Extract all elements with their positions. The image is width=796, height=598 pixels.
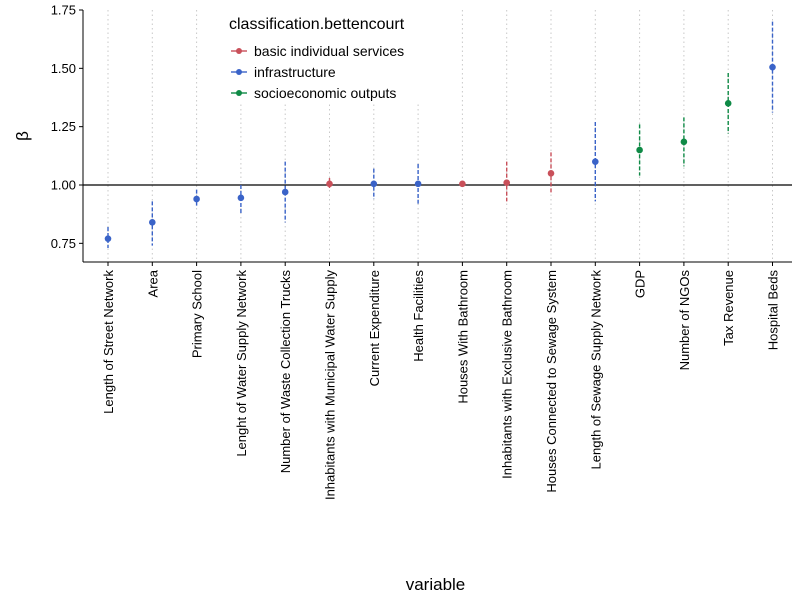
y-tick-label: 1.75 xyxy=(51,3,76,18)
x-tick-label: Hospital Beds xyxy=(766,270,781,351)
data-point xyxy=(503,179,511,186)
x-tick-label: Current Expenditure xyxy=(367,270,382,386)
data-point xyxy=(237,194,245,202)
data-points xyxy=(104,63,776,242)
data-point xyxy=(547,170,555,177)
data-point xyxy=(769,63,776,71)
legend-title: classification.bettencourt xyxy=(229,16,405,33)
y-tick-label: 1.50 xyxy=(51,61,76,76)
data-point xyxy=(281,188,289,196)
data-point xyxy=(104,235,112,242)
x-tick-label: Length of Sewage Supply Network xyxy=(588,270,603,470)
legend-key-point xyxy=(236,48,242,54)
x-tick-label: Inhabitants with Municipal Water Supply xyxy=(323,270,338,501)
y-tick-label: 0.75 xyxy=(51,236,76,251)
x-tick-label: Lenght of Water Supply Network xyxy=(234,270,249,457)
data-point xyxy=(724,100,732,107)
legend-label: basic individual services xyxy=(254,43,404,59)
x-axis-ticks: Length of Street Network Area Primary Scho… xyxy=(101,262,781,500)
x-tick-label: Houses With Bathroom xyxy=(455,270,470,404)
legend-key-point xyxy=(236,90,242,96)
data-point xyxy=(149,219,156,226)
y-tick-label: 1.00 xyxy=(51,178,76,193)
data-point xyxy=(193,195,200,203)
legend-background xyxy=(222,10,452,104)
x-tick-label: Length of Street Network xyxy=(101,270,116,414)
x-tick-label: Number of NGOs xyxy=(677,270,692,371)
data-point xyxy=(592,158,599,165)
data-point xyxy=(414,180,422,188)
x-tick-label: Number of Waste Collection Trucks xyxy=(278,270,293,474)
x-tick-label: GDP xyxy=(633,270,648,298)
x-tick-label: Area xyxy=(145,269,160,297)
legend-items: basic individual services infrastructure s… xyxy=(231,43,404,101)
x-tick-label: Health Facilities xyxy=(411,270,426,362)
y-tick-label: 1.25 xyxy=(51,119,76,134)
data-point xyxy=(636,146,643,154)
legend-key-point xyxy=(236,69,242,75)
data-point xyxy=(459,180,466,188)
data-point xyxy=(370,180,378,188)
x-tick-label: Inhabitants with Exclusive Bathroom xyxy=(500,270,515,479)
x-tick-label: Primary School xyxy=(190,270,205,358)
data-point xyxy=(680,138,688,146)
x-axis-title: variable xyxy=(406,575,466,594)
legend-label: infrastructure xyxy=(254,64,336,80)
x-tick-label: Tax Revenue xyxy=(721,270,736,346)
legend: classification.bettencourt basic individ… xyxy=(222,10,452,104)
y-axis-ticks: 0.75 1.00 1.25 1.50 1.75 xyxy=(51,3,83,251)
x-tick-label: Houses Connected to Sewage System xyxy=(544,270,559,493)
legend-label: socioeconomic outputs xyxy=(254,85,396,101)
y-axis-title: β xyxy=(13,131,32,141)
data-point xyxy=(326,180,333,188)
